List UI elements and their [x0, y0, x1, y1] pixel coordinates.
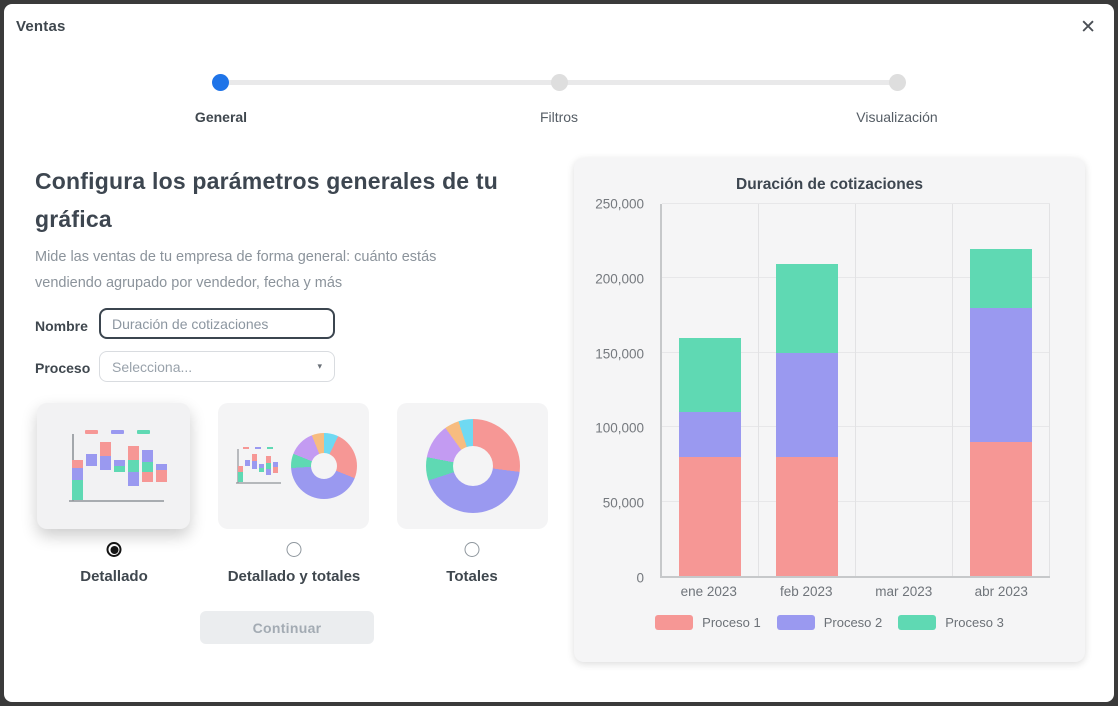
x-tick-label: abr 2023 [974, 584, 1028, 599]
label-totales[interactable]: Totales [446, 568, 498, 585]
y-tick-label: 200,000 [595, 271, 644, 287]
legend-item: Proceso 2 [776, 615, 883, 630]
step-label-general[interactable]: General [194, 109, 248, 125]
card-totales[interactable] [397, 403, 548, 529]
bar-segment [679, 412, 741, 457]
plot-columns [662, 204, 1050, 576]
bar-segment [679, 456, 741, 576]
bar-and-donut-chart-thumbnail [231, 433, 357, 499]
close-icon[interactable]: ✕ [1076, 14, 1100, 41]
legend-item: Proceso 3 [898, 615, 1004, 630]
bar-segment [970, 308, 1032, 443]
x-tick-label: mar 2023 [875, 584, 933, 599]
card-detallado-y-totales[interactable] [218, 403, 369, 529]
gridline [662, 277, 1050, 279]
page-description: Mide las ventas de tu empresa de forma g… [35, 249, 437, 291]
gridline [662, 351, 1050, 353]
step-dot-visualizacion[interactable] [889, 74, 906, 91]
gridline [662, 426, 1050, 428]
plot-area [660, 203, 1050, 578]
radio-detallado[interactable] [106, 542, 122, 557]
bar-segment [776, 263, 838, 353]
x-tick-label: ene 2023 [680, 584, 737, 599]
label-detallado-y-totales[interactable]: Detallado y totales [227, 568, 361, 585]
ventas-modal: Ventas ✕ General Filtros Visualización C… [4, 4, 1114, 702]
step-dot-filtros[interactable] [551, 74, 568, 91]
process-field-label: Proceso [35, 360, 91, 376]
y-tick-label: 100,000 [595, 420, 644, 436]
legend-label: Proceso 2 [823, 615, 883, 630]
plot-column [662, 204, 759, 576]
name-input[interactable] [99, 308, 335, 339]
chart-preview-panel: Duración de cotizaciones 0 50,000 100,000 1… [574, 158, 1085, 662]
stacked-bar [679, 204, 741, 576]
y-tick-label: 250,000 [595, 196, 644, 212]
y-tick-label: 0 [636, 570, 644, 586]
step-label-filtros[interactable]: Filtros [539, 109, 579, 125]
gridline [662, 203, 1050, 204]
x-axis: ene 2023 feb 2023 mar 2023 abr 2023 [660, 584, 1050, 599]
legend-swatch [898, 615, 937, 630]
process-select-placeholder: Selecciona... [112, 358, 193, 375]
y-tick-label: 50,000 [602, 495, 644, 511]
chart-legend: Proceso 1 Proceso 2 Proceso 3 [574, 615, 1085, 630]
chart-title: Duración de cotizaciones [736, 176, 923, 193]
legend-item: Proceso 1 [655, 615, 761, 630]
x-tick-label: feb 2023 [779, 584, 833, 599]
donut-chart-thumbnail [425, 419, 520, 513]
legend-swatch [655, 615, 694, 630]
continue-button[interactable]: Continuar [200, 611, 374, 644]
step-label-visualizacion[interactable]: Visualización [856, 109, 938, 125]
gridline [662, 500, 1050, 502]
process-select[interactable]: Selecciona... ▾ [99, 351, 335, 382]
page-title: Configura los parámetros generales de tu… [35, 168, 499, 232]
legend-label: Proceso 1 [702, 615, 761, 630]
plot-column [953, 204, 1050, 576]
stacked-bar [970, 204, 1032, 576]
bar-segment [679, 337, 741, 413]
label-detallado[interactable]: Detallado [80, 568, 148, 585]
stacked-bar [873, 204, 935, 576]
y-axis: 0 50,000 100,000 150,000 200,000 250,000 [574, 197, 652, 586]
name-field-label: Nombre [35, 318, 88, 334]
bar-segment [970, 442, 1032, 576]
plot-column [759, 204, 856, 576]
radio-detallado-y-totales[interactable] [286, 542, 302, 557]
stacked-bar [776, 204, 838, 576]
step-dot-general[interactable] [212, 74, 229, 91]
stacked-bar-chart-thumbnail [68, 430, 167, 502]
card-detallado[interactable] [37, 403, 190, 529]
radio-totales[interactable] [464, 542, 480, 557]
bar-segment [970, 248, 1032, 309]
plot-column [856, 204, 953, 576]
y-tick-label: 150,000 [595, 346, 644, 362]
modal-title: Ventas [16, 18, 66, 35]
legend-swatch [776, 615, 815, 630]
bar-segment [776, 352, 838, 457]
chevron-down-icon: ▾ [317, 361, 322, 371]
legend-label: Proceso 3 [945, 615, 1004, 630]
bar-segment [776, 456, 838, 576]
